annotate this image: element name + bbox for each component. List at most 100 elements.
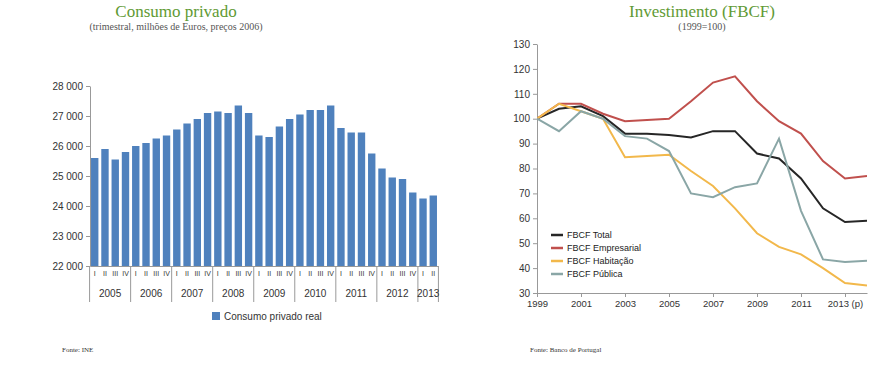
- group-separator: [89, 266, 90, 302]
- y-tick-mark: [86, 116, 90, 117]
- bar: [317, 110, 324, 266]
- bar: [224, 113, 231, 266]
- bar: [265, 137, 272, 266]
- bar: [204, 113, 211, 266]
- y-tick: 24 000: [52, 201, 90, 212]
- x-tick: III: [153, 266, 159, 277]
- x-tick: IV: [327, 266, 334, 277]
- x-tick-label: I: [94, 270, 96, 277]
- x-tick: I: [422, 266, 424, 277]
- bar-chart: Consumo privado(trimestral, milhões de E…: [52, 2, 439, 354]
- group-label: 2006: [140, 288, 163, 299]
- x-tick: I: [299, 266, 301, 277]
- y-tick-label: 130: [513, 39, 530, 50]
- bar: [306, 110, 313, 266]
- y-tick-label: 24 000: [52, 201, 83, 212]
- x-tick-label: III: [194, 270, 200, 277]
- legend-item: FBCF Pública: [551, 269, 623, 279]
- bar: [142, 143, 149, 266]
- x-tick-label: III: [112, 270, 118, 277]
- x-tick: I: [135, 266, 137, 277]
- series-line: [537, 111, 867, 262]
- legend-item: FBCF Empresarial: [551, 243, 641, 253]
- x-tick-label: III: [235, 270, 241, 277]
- x-tick: I: [217, 266, 219, 277]
- bar: [122, 152, 129, 266]
- x-tick: II: [144, 266, 148, 277]
- chart-title: Investimento (FBCF): [629, 2, 775, 21]
- x-tick: III: [318, 266, 324, 277]
- bar: [430, 196, 437, 267]
- y-tick-label: 23 000: [52, 231, 83, 242]
- x-tick-label: I: [381, 270, 383, 277]
- legend-swatch: [551, 260, 563, 263]
- legend-label: FBCF Total: [567, 230, 612, 240]
- x-tick: II: [390, 266, 394, 277]
- bar: [286, 119, 293, 266]
- y-tick-mark: [86, 86, 90, 87]
- x-tick: III: [359, 266, 365, 277]
- y-tick-mark: [533, 218, 537, 219]
- x-tick: I: [381, 266, 383, 277]
- x-tick: II: [226, 266, 230, 277]
- y-tick: 70: [519, 188, 537, 199]
- bar: [327, 106, 334, 267]
- bar: [112, 160, 119, 267]
- group-label: 2005: [99, 288, 122, 299]
- x-tick-label: IV: [163, 270, 170, 277]
- x-tick-label: II: [103, 270, 107, 277]
- y-tick-label: 26 000: [52, 141, 83, 152]
- x-tick: 2001: [571, 293, 592, 309]
- y-tick: 80: [519, 163, 537, 174]
- group-separator: [294, 266, 295, 302]
- x-axis: 19992001200320052007200920112013 (p): [527, 293, 868, 309]
- y-tick-mark: [533, 193, 537, 194]
- y-tick: 23 000: [52, 231, 90, 242]
- y-tick-mark: [533, 69, 537, 70]
- x-tick: IV: [122, 266, 129, 277]
- y-tick-label: 80: [519, 163, 531, 174]
- x-tick-label: IV: [122, 270, 129, 277]
- x-tick: IV: [163, 266, 170, 277]
- x-axis: IIIIIIIVIIIIIIIVIIIIIIIVIIIIIIIVIIIIIIIV…: [91, 266, 439, 277]
- x-tick-label: I: [176, 270, 178, 277]
- legend-item: FBCF Habitação: [551, 256, 634, 266]
- y-axis: 30405060708090100110120130: [513, 39, 537, 299]
- group-separator: [171, 266, 172, 302]
- x-tick-label: I: [217, 270, 219, 277]
- y-tick-mark: [86, 146, 90, 147]
- y-tick-mark: [533, 268, 537, 269]
- legend-swatch: [551, 234, 563, 237]
- group-separator: [335, 266, 336, 302]
- legend: FBCF Total FBCF Empresarial FBCF Habitação…: [551, 230, 641, 279]
- y-tick-label: 70: [519, 188, 531, 199]
- x-tick-label: IV: [204, 270, 211, 277]
- y-tick: 130: [513, 39, 537, 50]
- x-tick: I: [340, 266, 342, 277]
- y-axis: 22 00023 00024 00025 00026 00027 00028 0…: [52, 81, 90, 272]
- x-tick: IV: [286, 266, 293, 277]
- y-tick-mark: [533, 243, 537, 244]
- legend-label: Consumo privado real: [224, 311, 322, 322]
- x-tick-mark: [757, 293, 758, 297]
- x-tick: 2003: [615, 293, 636, 309]
- bar: [276, 127, 283, 267]
- y-tick-mark: [533, 119, 537, 120]
- x-tick-label: 2009: [747, 298, 768, 309]
- x-tick: 1999: [527, 293, 548, 309]
- x-tick-label: IV: [327, 270, 334, 277]
- source-note: Fonte: Banco de Portugal: [530, 346, 601, 354]
- x-tick: II: [431, 266, 435, 277]
- bar: [91, 158, 98, 266]
- legend-swatch: [551, 273, 563, 276]
- x-tick: III: [112, 266, 118, 277]
- x-tick: IV: [245, 266, 252, 277]
- x-tick: II: [267, 266, 271, 277]
- x-tick-label: II: [267, 270, 271, 277]
- group-label: 2007: [181, 288, 204, 299]
- legend-swatch: [212, 312, 220, 320]
- x-tick-label: III: [153, 270, 159, 277]
- bar: [194, 119, 201, 266]
- bar: [358, 133, 365, 267]
- y-tick-mark: [533, 44, 537, 45]
